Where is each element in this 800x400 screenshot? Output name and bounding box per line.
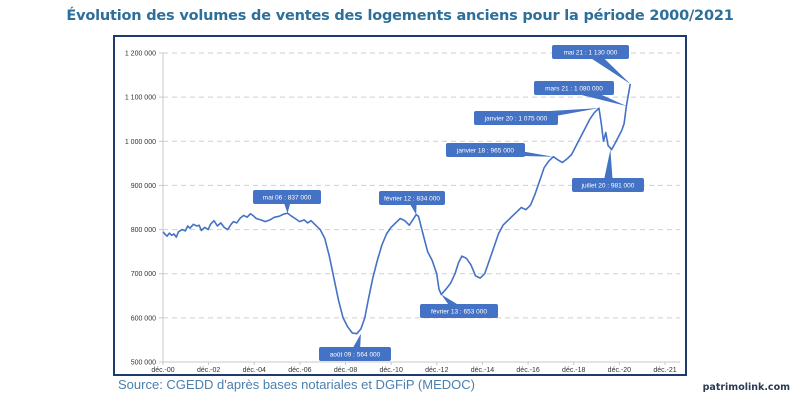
x-tick-label: déc.-06 xyxy=(288,367,311,374)
callout-box xyxy=(253,190,321,204)
x-axis: déc.-00 déc.-02 déc.-04 déc.-06 déc.-08 déc.-… xyxy=(151,361,680,374)
series-layer xyxy=(162,83,632,335)
callout-label: mai 21 : 1 130 000 xyxy=(564,49,618,56)
callout-label: mars 21 : 1 080 000 xyxy=(545,85,603,92)
y-tick-label: 700 000 xyxy=(131,271,156,278)
callout: août 09 : 564 000 xyxy=(319,333,391,361)
y-axis: 500 000 600 000 700 000 800 000 900 000 1 000… xyxy=(125,51,164,367)
callout-box xyxy=(552,45,629,59)
callout: février 12 : 834 000 xyxy=(379,191,445,215)
x-tick-label: déc.-20 xyxy=(608,367,631,374)
callout-box xyxy=(420,304,498,318)
callout-box xyxy=(446,143,525,157)
y-tick-label: 600 000 xyxy=(131,315,156,322)
callout-box xyxy=(319,347,391,361)
y-tick-label: 900 000 xyxy=(131,183,156,190)
callout-label: août 09 : 564 000 xyxy=(330,351,381,358)
x-tick-label: déc.-18 xyxy=(562,367,585,374)
callout: mars 21 : 1 080 000 xyxy=(534,81,627,106)
callout: janvier 20 : 1 075 000 xyxy=(474,108,599,125)
callout-label: mai 06 : 837 000 xyxy=(263,194,312,201)
callout: mai 21 : 1 130 000 xyxy=(552,45,631,84)
series-line xyxy=(162,83,632,335)
callout: janvier 18 : 965 000 xyxy=(446,143,554,157)
annotations-layer: mai 06 : 837 000 août 09 : 564 000 février… xyxy=(253,45,644,361)
brand-label: patrimolink.com xyxy=(702,382,790,393)
y-tick-label: 1 100 000 xyxy=(125,95,156,102)
callout-pointer xyxy=(603,149,613,186)
y-tick-label: 800 000 xyxy=(131,227,156,234)
callout: février 13 : 653 000 xyxy=(420,294,498,318)
callout: juillet 20 : 981 000 xyxy=(572,149,644,192)
callout-label: février 13 : 653 000 xyxy=(431,308,487,315)
callout-label: février 12 : 834 000 xyxy=(384,195,440,202)
x-tick-label: déc.-16 xyxy=(516,367,539,374)
callout-label: janvier 20 : 1 075 000 xyxy=(484,115,548,122)
callout: mai 06 : 837 000 xyxy=(253,190,321,214)
callout-box xyxy=(572,178,644,192)
x-tick-label: déc.-21 xyxy=(653,367,676,374)
x-tick-label: déc.-08 xyxy=(334,367,357,374)
x-tick-label: déc.-04 xyxy=(243,367,266,374)
y-tick-label: 500 000 xyxy=(131,360,156,367)
x-tick-label: déc.-12 xyxy=(425,367,448,374)
source-caption: Source: CGEDD d'après bases notariales e… xyxy=(118,377,475,392)
x-tick-label: déc.-02 xyxy=(197,367,220,374)
y-tick-label: 1 200 000 xyxy=(125,51,156,58)
callout-label: janvier 18 : 965 000 xyxy=(456,147,514,154)
chart-title: Évolution des volumes de ventes des loge… xyxy=(66,8,734,24)
callout-box xyxy=(474,111,558,125)
callout-label: juillet 20 : 981 000 xyxy=(581,182,635,189)
y-tick-label: 1 000 000 xyxy=(125,139,156,146)
x-tick-label: déc.-00 xyxy=(151,367,174,374)
callout-box xyxy=(379,191,445,205)
x-tick-label: déc.-14 xyxy=(471,367,494,374)
callout-box xyxy=(534,81,614,95)
x-tick-label: déc.-10 xyxy=(380,367,403,374)
